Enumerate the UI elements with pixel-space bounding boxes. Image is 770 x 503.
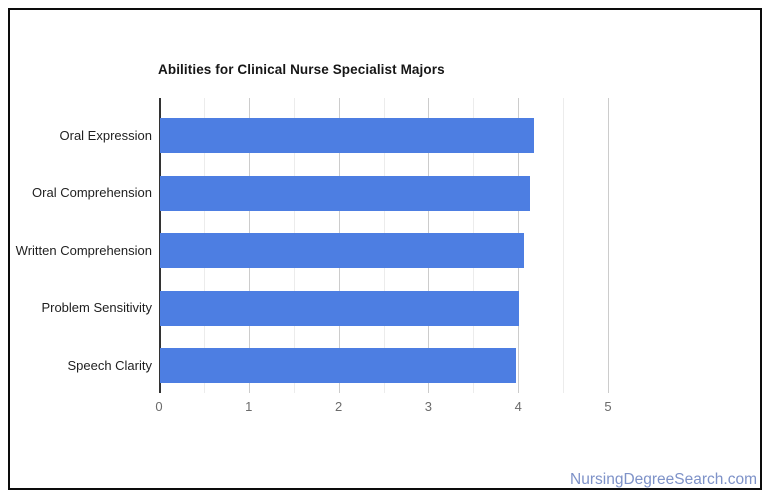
y-axis-category-label: Written Comprehension (15, 242, 152, 258)
bar-problem-sensitivity[interactable] (160, 290, 520, 326)
watermark-link[interactable]: NursingDegreeSearch.com (570, 471, 757, 488)
x-axis-tick-label: 2 (334, 399, 343, 414)
y-axis-category-label: Speech Clarity (67, 357, 152, 373)
x-axis-tick-label: 1 (245, 399, 253, 414)
bar-oral-expression[interactable] (160, 118, 535, 153)
x-axis-tick-label: 4 (514, 399, 522, 414)
x-axis-tick-label: 3 (424, 399, 432, 414)
bar-speech-clarity[interactable] (160, 348, 516, 383)
x-axis-tick-label: 0 (155, 399, 163, 414)
plot-area (159, 98, 609, 393)
bar-written-comprehension[interactable] (160, 233, 524, 268)
y-axis-category-label: Problem Sensitivity (41, 300, 152, 315)
y-axis-category-label: Oral Expression (59, 127, 152, 143)
bar-oral-comprehension[interactable] (160, 175, 530, 211)
y-axis-category-label: Oral Comprehension (32, 185, 152, 200)
chart-title: Abilities for Clinical Nurse Specialist … (158, 62, 445, 77)
gridline-minor (563, 98, 565, 393)
gridline-major (608, 98, 609, 393)
x-axis-tick-label: 5 (604, 399, 612, 414)
